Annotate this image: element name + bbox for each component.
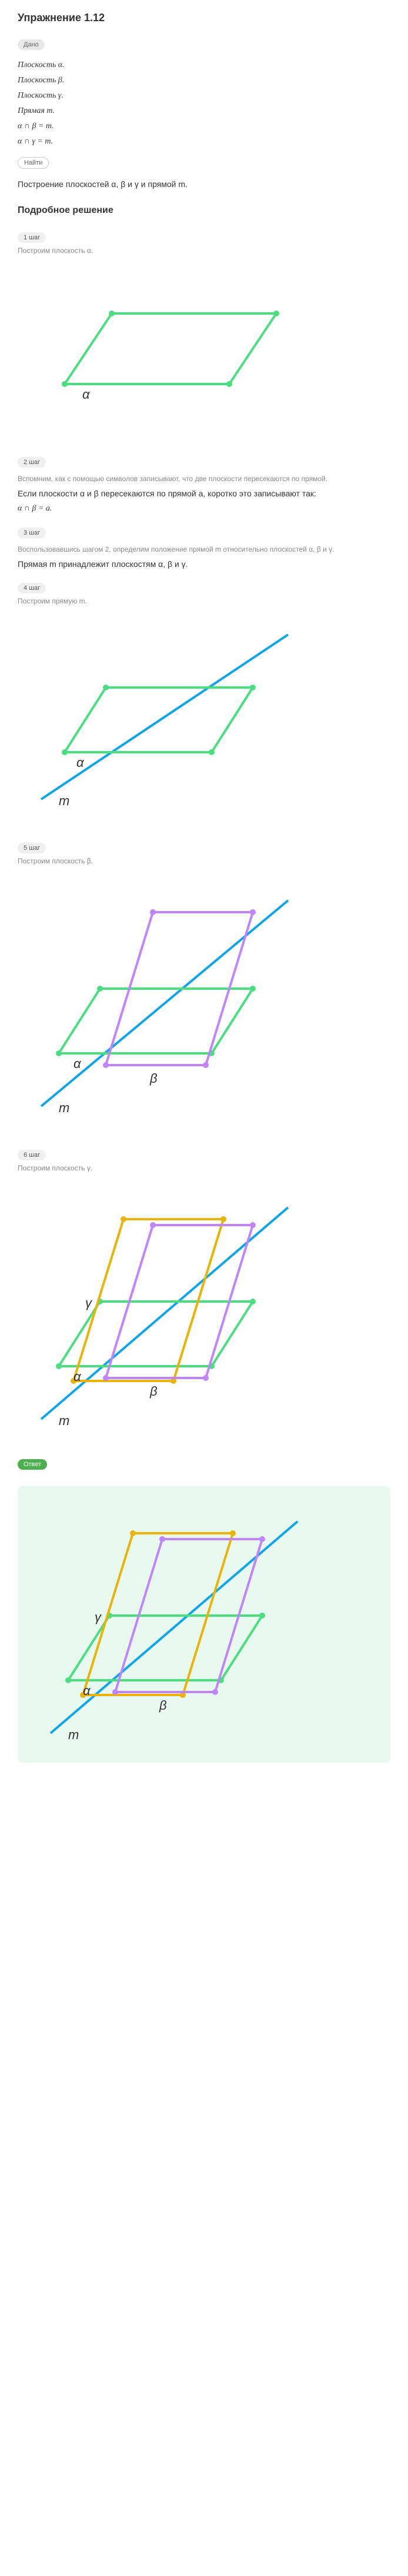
- alpha-label: α: [76, 755, 85, 770]
- given-line: Прямая m.: [18, 106, 390, 116]
- figure-3: α β m: [18, 877, 390, 1124]
- figure-1: α: [18, 266, 390, 431]
- step-badge: 2 шаг: [18, 457, 46, 468]
- gamma-plane: [83, 1533, 233, 1695]
- step-badge: 5 шаг: [18, 843, 46, 853]
- exercise-title: Упражнение 1.12: [18, 12, 390, 24]
- step-badge: 3 шаг: [18, 528, 46, 538]
- step-hint: Воспользовавшись шагом 2, определим поло…: [18, 545, 390, 553]
- gamma-plane: [73, 1219, 223, 1381]
- step-text: Построим прямую m.: [18, 597, 390, 605]
- line-m: [41, 900, 288, 1106]
- figure-2: α m: [18, 617, 390, 817]
- answer-badge: Ответ: [18, 1459, 47, 1470]
- given-line: Плоскость β.: [18, 76, 390, 85]
- step-text: Построим плоскость β.: [18, 857, 390, 865]
- given-line: Плоскость γ.: [18, 91, 390, 101]
- step-badge: 1 шаг: [18, 232, 46, 243]
- step-badge: 4 шаг: [18, 583, 46, 593]
- step-math: α ∩ β = a.: [18, 504, 390, 513]
- step-text: Если плоскости α и β пересекаются по пря…: [18, 489, 390, 498]
- alpha-label: α: [82, 387, 91, 402]
- given-line: α ∩ β = m.: [18, 122, 390, 131]
- find-badge: Найти: [18, 157, 49, 169]
- gamma-label: γ: [85, 1296, 93, 1310]
- beta-label: β: [159, 1698, 167, 1713]
- given-line: Плоскость α.: [18, 61, 390, 70]
- alpha-plane: [59, 989, 253, 1053]
- step-text: Прямая m принадлежит плоскостям α, β и γ…: [18, 559, 390, 569]
- given-badge: Дано: [18, 39, 45, 50]
- m-label: m: [68, 1727, 79, 1742]
- beta-label: β: [149, 1384, 158, 1399]
- solution-title: Подробное решение: [18, 205, 390, 216]
- given-line: α ∩ γ = m.: [18, 137, 390, 146]
- alpha-label: α: [83, 1683, 91, 1698]
- step-hint: Вспомним, как с помощью символов записыв…: [18, 475, 390, 483]
- m-label: m: [59, 1100, 69, 1115]
- line-m: [51, 1521, 297, 1733]
- alpha-label: α: [73, 1369, 82, 1384]
- step-text: Построим плоскость α.: [18, 246, 390, 255]
- line-m: [41, 1207, 288, 1419]
- beta-label: β: [149, 1071, 158, 1086]
- step-badge: 6 шаг: [18, 1150, 46, 1160]
- step-text: Построим плоскость γ.: [18, 1164, 390, 1172]
- m-label: m: [59, 793, 69, 808]
- m-label: m: [59, 1413, 69, 1428]
- line-m: [41, 635, 288, 799]
- alpha-label: α: [73, 1056, 82, 1071]
- find-text: Построение плоскостей α, β и γ и прямой …: [18, 179, 390, 189]
- alpha-plane: [65, 313, 276, 384]
- figure-4: α β γ m: [18, 1184, 390, 1437]
- gamma-label: γ: [95, 1610, 102, 1624]
- answer-box: α β γ m: [18, 1486, 390, 1763]
